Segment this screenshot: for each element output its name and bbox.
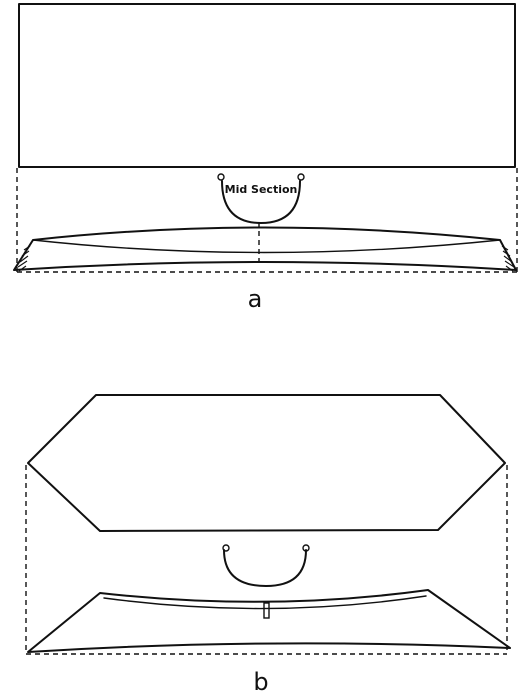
figure-a-side-elevation — [13, 226, 517, 271]
figure-a-left-hatching — [17, 245, 31, 272]
figure-a-plan-view — [18, 3, 516, 168]
figure-b-plan-view — [27, 394, 506, 532]
figure-a-mid-section-curve — [221, 180, 301, 224]
figure-a-right-hatching — [501, 245, 515, 272]
figure-a-caption: a — [248, 285, 263, 313]
figure-a: Mid Section a — [13, 3, 518, 313]
figure-a-left-section-tip — [217, 173, 225, 181]
figure-b-caption: b — [253, 668, 268, 696]
figure-a-right-section-tip — [297, 173, 305, 181]
figure-a-gunwale-line — [32, 239, 501, 254]
figure-b-mid-thwart — [263, 602, 270, 619]
figure-a-section-label: Mid Section — [225, 183, 298, 196]
figure-b-right-section-tip — [302, 544, 310, 552]
figure-b-left-section-tip — [222, 544, 230, 552]
figure-b-section-curve — [223, 549, 307, 587]
figure-b: b — [25, 394, 511, 696]
figure-b-side-elevation — [27, 589, 511, 653]
figure-b-gunwale-line — [103, 595, 427, 610]
